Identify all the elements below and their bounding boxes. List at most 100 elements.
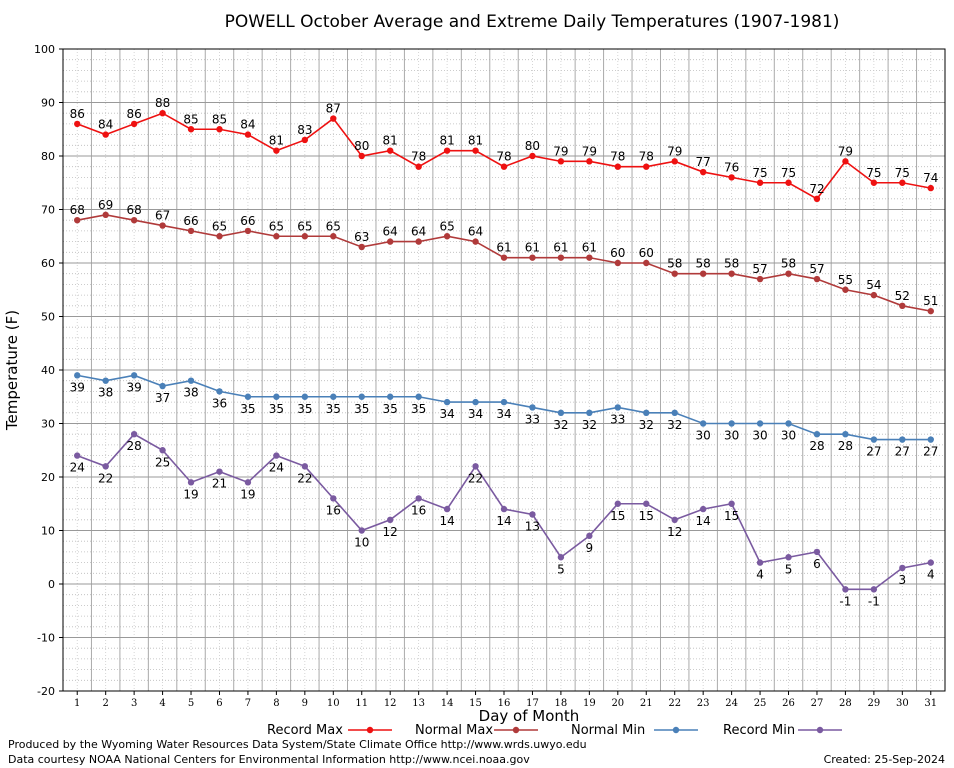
data-label: 19: [240, 487, 255, 501]
y-tick-label: 70: [41, 204, 55, 217]
data-point: [244, 393, 252, 400]
data-point: [728, 270, 735, 277]
data-point: [785, 554, 792, 561]
data-point: [472, 398, 479, 406]
data-label: 16: [326, 503, 341, 517]
data-point: [358, 393, 365, 400]
data-point: [74, 452, 81, 459]
data-point: [529, 404, 536, 411]
x-tick-label: 21: [640, 698, 653, 709]
data-point: [130, 372, 138, 379]
x-tick-label: 11: [355, 698, 368, 709]
data-label: 79: [838, 144, 853, 158]
x-tick-label: 29: [868, 698, 881, 709]
data-point: [273, 233, 280, 240]
data-label: 69: [98, 198, 113, 212]
data-point: [785, 179, 792, 186]
data-label: 79: [667, 144, 682, 158]
data-point: [899, 179, 906, 186]
data-point: [756, 275, 764, 283]
data-label: 14: [496, 514, 511, 528]
data-label: 38: [98, 386, 113, 400]
data-label: 30: [696, 429, 711, 443]
data-label: 37: [155, 391, 170, 405]
data-label: 61: [582, 241, 597, 255]
y-tick-label: 100: [34, 43, 55, 56]
y-tick-label: 90: [41, 97, 55, 110]
data-point: [301, 393, 309, 400]
data-point: [443, 233, 451, 240]
data-label: 81: [439, 134, 454, 148]
data-label: 33: [610, 412, 625, 426]
data-point: [671, 158, 678, 165]
data-label: 85: [183, 112, 198, 126]
legend-label: Record Min: [723, 723, 795, 738]
x-tick-label: 20: [611, 698, 624, 709]
data-point: [159, 222, 166, 229]
data-label: 15: [610, 509, 625, 523]
data-label: 83: [297, 123, 312, 137]
data-label: 12: [667, 525, 682, 539]
data-point: [699, 270, 707, 277]
x-tick-label: 7: [245, 698, 251, 709]
x-tick-label: 5: [188, 698, 194, 709]
data-label: 14: [696, 514, 711, 528]
data-label: 12: [383, 525, 398, 539]
data-point: [728, 420, 735, 427]
data-point: [643, 259, 650, 267]
footer-produced-by: Produced by the Wyoming Water Resources …: [8, 738, 587, 751]
data-point: [74, 217, 81, 224]
data-point: [842, 286, 849, 293]
data-point: [614, 500, 622, 507]
y-tick-label: 40: [41, 364, 55, 377]
data-point: [301, 136, 309, 144]
data-point: [358, 243, 365, 251]
data-label: 85: [212, 112, 227, 126]
data-label: 24: [269, 461, 284, 475]
data-point: [500, 505, 508, 513]
data-point: [813, 275, 821, 283]
x-tick-label: 18: [555, 698, 568, 709]
data-label: 5: [785, 562, 793, 576]
data-label: 66: [240, 214, 255, 228]
data-point: [756, 420, 764, 427]
data-point: [842, 586, 849, 593]
data-point: [330, 393, 337, 400]
data-point: [273, 393, 280, 400]
data-point: [244, 227, 252, 235]
x-tick-label: 27: [811, 698, 824, 709]
data-label: 51: [923, 294, 938, 308]
data-label: 32: [553, 418, 568, 432]
data-point: [74, 372, 81, 379]
data-point: [102, 131, 109, 138]
data-label: 39: [126, 380, 141, 394]
data-point: [244, 131, 252, 138]
data-label: 87: [326, 102, 341, 116]
data-point: [529, 254, 536, 261]
data-point: [443, 505, 451, 513]
data-point: [899, 564, 906, 572]
data-label: 32: [582, 418, 597, 432]
data-label: 60: [610, 246, 625, 260]
data-label: 34: [439, 407, 454, 421]
x-tick-label: 3: [131, 698, 137, 709]
data-label: 74: [923, 171, 938, 185]
x-tick-label: 22: [668, 698, 681, 709]
data-point: [699, 505, 707, 513]
data-point: [586, 532, 593, 540]
x-tick-label: 30: [896, 698, 909, 709]
data-point: [216, 233, 223, 240]
data-point: [529, 511, 536, 518]
data-label: 65: [269, 219, 284, 233]
data-label: 14: [439, 514, 454, 528]
data-label: 34: [496, 407, 511, 421]
data-point: [216, 388, 223, 395]
data-label: 78: [610, 150, 625, 164]
data-point: [159, 447, 166, 454]
data-point: [586, 158, 593, 165]
data-label: 54: [866, 278, 881, 292]
data-label: 75: [866, 166, 881, 180]
data-point: [130, 217, 138, 224]
data-point: [330, 115, 337, 122]
